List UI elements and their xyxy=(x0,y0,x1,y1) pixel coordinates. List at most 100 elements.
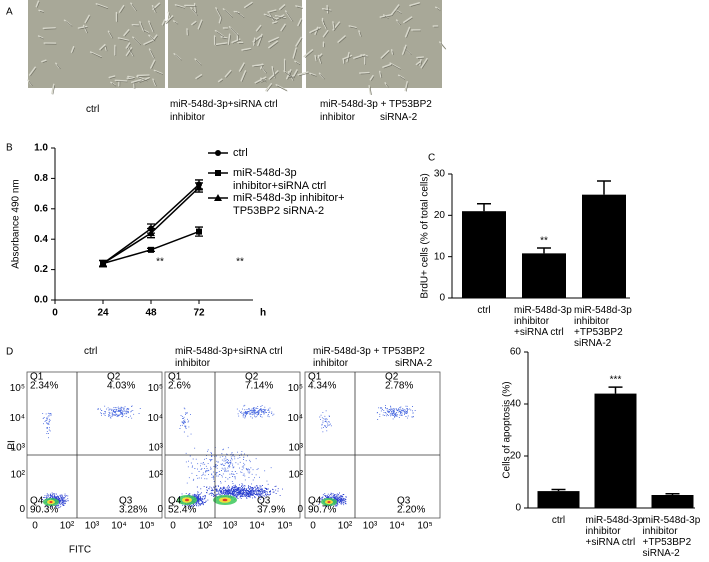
marker xyxy=(148,246,154,253)
flow-x-tick: 10⁵ xyxy=(139,521,154,532)
annotation: *** xyxy=(610,375,622,386)
quadrant-name: Q3 xyxy=(257,496,271,507)
x-tick-label: ctrl xyxy=(477,305,491,316)
error-bar xyxy=(597,180,611,195)
flow-dots xyxy=(196,483,283,501)
flow-y-tick: 10⁵ xyxy=(288,383,303,394)
quadrant-percent: 2.34% xyxy=(30,381,58,392)
flow-plot-frame xyxy=(26,371,163,519)
flow-title: inhibitor xyxy=(313,358,349,369)
quadrant-percent: 3.28% xyxy=(119,505,147,516)
flow-x-tick: 10² xyxy=(338,521,353,532)
panel-label: B xyxy=(6,143,13,154)
annotation: ** xyxy=(156,257,164,268)
legend-label: miR-548d-3p inhibitor+ TP53BP2 siRNA-2 xyxy=(233,192,345,217)
panel-label: A xyxy=(6,7,13,18)
flow-y-tick: 10⁵ xyxy=(10,383,25,394)
y-tick-label: 1.0 xyxy=(34,143,48,154)
flow-y-tick: 0 xyxy=(19,504,25,515)
flow-y-tick: 10⁴ xyxy=(288,413,303,424)
flow-x-tick: 10³ xyxy=(223,521,238,532)
y-tick-label: 0 xyxy=(439,293,445,304)
y-axis-label: Cells of apoptosis (%) xyxy=(502,381,513,478)
marker xyxy=(215,170,221,176)
marker xyxy=(195,183,203,191)
flow-y-tick: 10² xyxy=(11,469,26,480)
flow-y-tick: 10² xyxy=(289,469,304,480)
quadrant-name: Q2 xyxy=(107,372,121,383)
flow-y-tick: 10⁴ xyxy=(148,413,163,424)
x-tick-label: 0 xyxy=(52,308,58,319)
bar xyxy=(594,393,637,508)
flow-x-tick: 10³ xyxy=(85,521,100,532)
cell-shadow xyxy=(299,3,447,96)
flow-y-tick: 10² xyxy=(149,469,164,480)
flow-x-tick: 10⁴ xyxy=(389,521,404,532)
flow-x-tick: 10² xyxy=(60,521,75,532)
flow-title: siRNA-2 xyxy=(395,358,433,369)
micrograph-caption: inhibitor xyxy=(320,112,356,123)
quadrant-name: Q3 xyxy=(397,496,411,507)
marker xyxy=(147,229,155,237)
quadrant-percent: 2.20% xyxy=(397,505,425,516)
micrograph-caption: ctrl xyxy=(86,104,100,115)
cell-shadow xyxy=(28,1,166,95)
flow-dots xyxy=(97,405,141,419)
error-bar xyxy=(537,247,551,254)
flow-title: inhibitor xyxy=(175,358,211,369)
flow-dots xyxy=(179,407,192,437)
flow-y-tick: 10³ xyxy=(11,442,26,453)
flow-x-tick: 0 xyxy=(32,521,38,532)
x-tick-label: miR-548d-3p inhibitor +siRNA ctrl xyxy=(514,305,572,338)
flow-density xyxy=(49,501,53,503)
flow-dots xyxy=(376,404,416,420)
legend-label: ctrl xyxy=(233,147,248,159)
y-tick-label: 0.2 xyxy=(34,264,48,275)
quadrant-percent: 4.03% xyxy=(107,381,135,392)
flow-title: miR-548d-3p + TP53BP2 xyxy=(313,346,425,357)
flow-x-tick: 0 xyxy=(310,521,316,532)
y-tick-label: 0.0 xyxy=(34,295,48,306)
x-tick-label: miR-548d-3p inhibitor +TP53BP2 siRNA-2 xyxy=(642,515,701,559)
bar xyxy=(537,491,580,508)
flow-dots xyxy=(236,404,275,419)
flow-dots xyxy=(42,412,52,439)
y-tick-label: 0.8 xyxy=(34,173,48,184)
x-tick-label: miR-548d-3p inhibitor +TP53BP2 siRNA-2 xyxy=(574,305,632,349)
bar xyxy=(582,194,626,298)
flow-x-tick: 10⁴ xyxy=(249,521,264,532)
x-tick-label: miR-548d-3p inhibitor +siRNA ctrl xyxy=(585,515,644,548)
flow-x-tick: 10⁴ xyxy=(111,521,126,532)
flow-dots xyxy=(319,410,332,433)
legend-label: miR-548d-3p inhibitor+siRNA ctrl xyxy=(233,167,327,192)
quadrant-percent: 90.7% xyxy=(308,505,336,516)
bar xyxy=(651,495,694,508)
quadrant-percent: 7.14% xyxy=(245,381,273,392)
bar xyxy=(522,253,566,298)
error-bar xyxy=(551,488,566,492)
flow-y-tick: 10³ xyxy=(289,442,304,453)
micrograph-caption: miR-548d-3p+siRNA ctrl xyxy=(170,99,278,110)
error-bar xyxy=(477,203,491,212)
panel-label: C xyxy=(428,153,435,164)
flow-y-tick: 10³ xyxy=(149,442,164,453)
error-bar xyxy=(665,492,680,495)
flow-plot-frame xyxy=(304,371,441,519)
panel-label: D xyxy=(6,347,13,358)
micrograph-caption: siRNA-2 xyxy=(380,112,418,123)
quadrant-name: Q4 xyxy=(30,496,44,507)
x-tick-label: 24 xyxy=(97,308,109,319)
error-bar xyxy=(608,386,623,394)
quadrant-percent: 4.34% xyxy=(308,381,336,392)
flow-density xyxy=(185,498,189,502)
flow-density xyxy=(327,501,331,503)
flow-y-tick: 10⁴ xyxy=(10,413,25,424)
y-tick-label: 20 xyxy=(434,210,446,221)
annotation: ** xyxy=(540,236,548,247)
quadrant-percent: 52.4% xyxy=(168,505,196,516)
micrograph xyxy=(168,0,302,88)
marker xyxy=(215,150,221,156)
flow-x-tick: 10⁵ xyxy=(277,521,292,532)
